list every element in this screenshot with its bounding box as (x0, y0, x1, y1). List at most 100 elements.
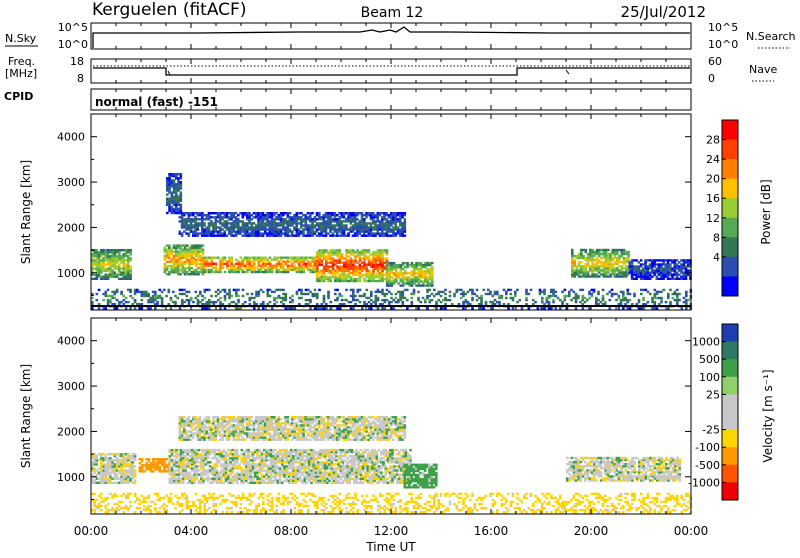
power-heatmap-cell (338, 212, 341, 214)
velocity-heatmap-cell (96, 469, 99, 471)
power-heatmap-cell (607, 275, 610, 277)
power-heatmap-cell (651, 299, 654, 301)
velocity-heatmap-cell (220, 469, 223, 471)
power-heatmap-cell (282, 293, 285, 295)
power-heatmap-cell (642, 278, 645, 280)
power-heatmap-cell (180, 204, 183, 206)
velocity-heatmap-cell (127, 463, 130, 465)
power-heatmap-cell (483, 307, 486, 309)
power-heatmap-cell (435, 293, 438, 295)
power-heatmap-cell (431, 299, 434, 301)
power-heatmap-cell (253, 212, 256, 214)
power-heatmap-cell (226, 220, 229, 222)
power-heatmap-cell (129, 267, 132, 269)
power-heatmap-cell (338, 230, 341, 232)
power-heatmap-cell (352, 220, 355, 222)
power-heatmap-cell (208, 216, 211, 218)
velocity-heatmap-cell (238, 478, 241, 480)
power-heatmap-cell (649, 278, 652, 280)
power-heatmap-cell (269, 263, 272, 265)
power-ytick-label: 1000 (57, 267, 85, 280)
velocity-heatmap-cell (274, 478, 277, 480)
power-heatmap-cell (172, 291, 175, 293)
power-heatmap-cell (300, 293, 303, 295)
velocity-heatmap-cell (152, 458, 155, 460)
velocity-heatmap-cell (292, 482, 295, 484)
power-heatmap-cell (658, 278, 661, 280)
power-heatmap-cell (404, 270, 407, 272)
velocity-heatmap-cell (216, 449, 219, 451)
power-heatmap-cell (662, 278, 665, 280)
velocity-heatmap-cell (189, 478, 192, 480)
power-heatmap-cell (215, 257, 218, 259)
power-heatmap-cell (329, 235, 332, 237)
power-heatmap-cell (350, 257, 353, 259)
power-heatmap-cell (669, 301, 672, 303)
velocity-heatmap-cell (178, 449, 181, 451)
power-heatmap-cell (269, 301, 272, 303)
power-heatmap-cell (392, 230, 395, 232)
velocity-heatmap-cell (118, 463, 121, 465)
power-heatmap-cell (339, 278, 342, 280)
power-heatmap-cell (194, 235, 197, 237)
power-heatmap-cell (402, 284, 405, 286)
power-heatmap-cell (368, 272, 371, 274)
power-heatmap-cell (365, 224, 368, 226)
power-heatmap-cell (589, 249, 592, 251)
power-heatmap-cell (208, 235, 211, 237)
velocity-heatmap-cell (109, 453, 112, 455)
power-heatmap-cell (180, 208, 183, 210)
power-heatmap-cell (264, 263, 267, 265)
power-heatmap-cell (338, 216, 341, 218)
power-heatmap-cell (284, 226, 287, 228)
power-heatmap-cells (91, 173, 692, 310)
power-heatmap-cell (374, 214, 377, 216)
power-heatmap-cell (224, 271, 227, 273)
power-heatmap-cell (253, 230, 256, 232)
power-heatmap-cell (206, 307, 209, 309)
power-heatmap-cell (561, 301, 564, 303)
power-heatmap-cell (395, 266, 398, 268)
power-heatmap-cell (170, 307, 173, 309)
power-heatmap-cell (345, 224, 348, 226)
power-heatmap-cell (345, 249, 348, 251)
power-heatmap-cell (336, 289, 339, 291)
velocity-heatmap-cell (105, 463, 108, 465)
power-heatmap-cell (552, 299, 555, 301)
power-heatmap-cell (298, 216, 301, 218)
velocity-heatmap-cell (105, 467, 108, 469)
power-heatmap-cell (314, 263, 317, 265)
power-heatmap-cell (391, 266, 394, 268)
power-heatmap-cell (282, 299, 285, 301)
power-heatmap-cell (685, 293, 688, 295)
power-heatmap-cell (190, 297, 193, 299)
power-heatmap-cell (309, 299, 312, 301)
power-heatmap-cell (424, 270, 427, 272)
power-heatmap-cell (307, 293, 310, 295)
power-heatmap-cell (381, 289, 384, 291)
power-heatmap-cell (210, 301, 213, 303)
power-heatmap-cell (242, 269, 245, 271)
velocity-heatmap-cell (247, 453, 250, 455)
power-heatmap-cell (175, 191, 178, 193)
power-heatmap-cell (687, 299, 690, 301)
power-heatmap-cell (651, 307, 654, 309)
power-heatmap-cell (179, 230, 182, 232)
power-heatmap-cell (605, 255, 608, 257)
power-heatmap-cell (239, 226, 242, 228)
power-heatmap-cell (219, 301, 222, 303)
power-heatmap-cell (427, 276, 430, 278)
power-heatmap-cell (264, 257, 267, 259)
power-heatmap-cell (361, 220, 364, 222)
velocity-heatmap-cell (198, 465, 201, 467)
cpid-value: normal (fast) -151 (95, 95, 218, 109)
power-heatmap-cell (318, 212, 321, 214)
power-heatmap-cell (411, 274, 414, 276)
power-heatmap-cell (633, 265, 636, 267)
power-heatmap-cell (365, 222, 368, 224)
power-heatmap-cell (480, 299, 483, 301)
power-heatmap-cell (173, 271, 176, 273)
power-heatmap-cell (660, 274, 663, 276)
power-heatmap-cell (638, 265, 641, 267)
power-heatmap-cell (197, 257, 200, 259)
